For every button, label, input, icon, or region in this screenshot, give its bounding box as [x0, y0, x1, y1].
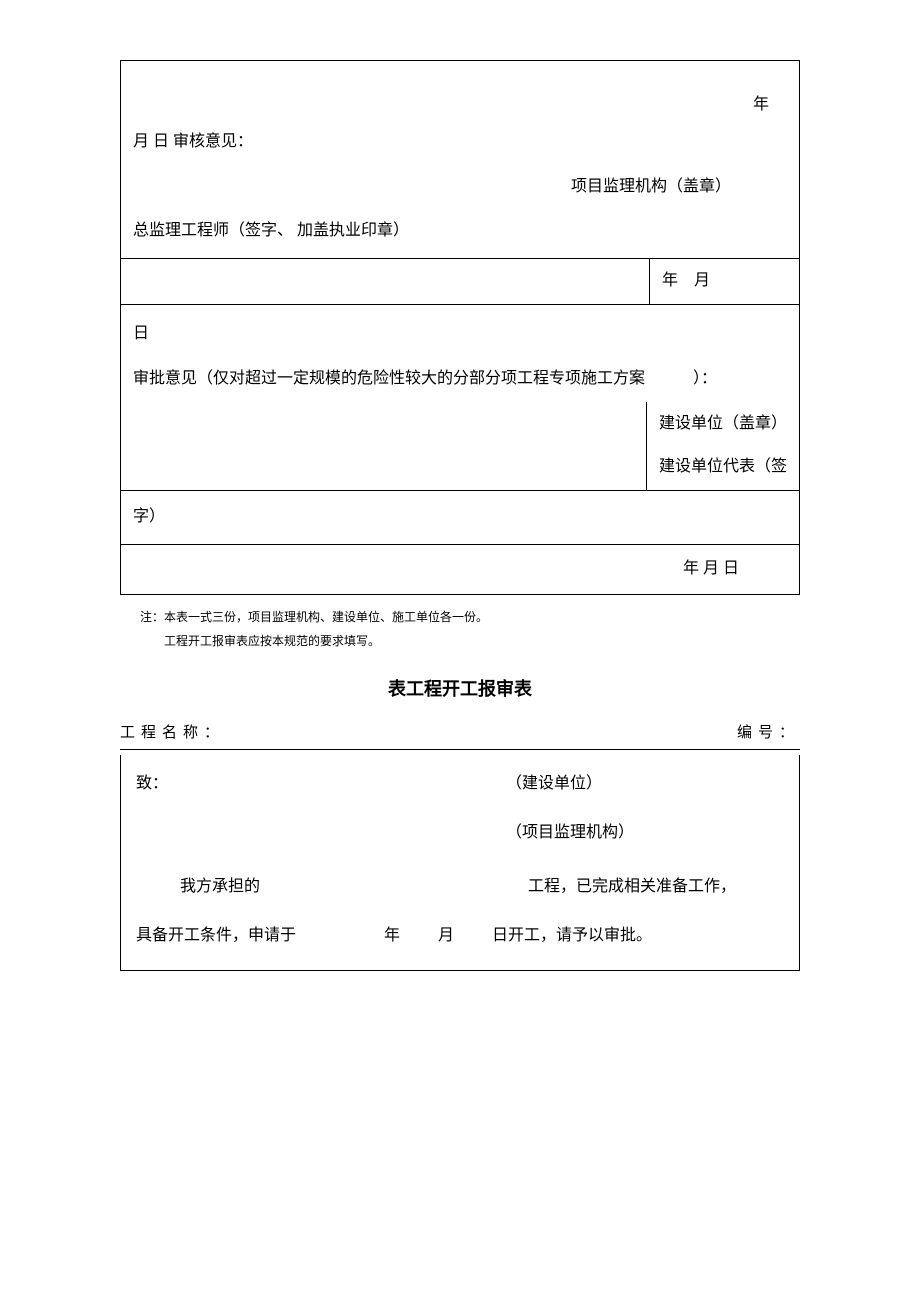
supervision-label: （项目监理机构） [506, 824, 634, 841]
year-label: 年 [753, 96, 769, 113]
undertake-line: 我方承担的 工程，已完成相关准备工作， [136, 873, 784, 902]
project-name-label: 工程名称： [120, 720, 225, 747]
empty-left [121, 259, 649, 304]
form-header: 工程名称： 编号： [120, 720, 800, 750]
month-day-review: 月 日 审核意见： [121, 120, 799, 165]
day-text: 日 [133, 325, 149, 342]
to-line: 致： （建设单位） [136, 770, 784, 799]
approval-opinion-line: 审批意见（仅对超过一定规模的危险性较大的分部分项工程专项施工方案 ）： [121, 357, 799, 402]
project-complete-text: 工程，已完成相关准备工作， [528, 878, 736, 895]
build-unit-row: 建设单位（盖章） 建设单位代表（签 [121, 402, 799, 491]
day-start-text: 日开工，请予以审批。 [492, 927, 652, 944]
undertake-text: 我方承担的 [180, 878, 260, 895]
supervision-line: （项目监理机构） [136, 819, 784, 848]
apply-line: 具备开工条件，申请于 年 月 日开工，请予以审批。 [136, 922, 784, 951]
review-opinion-section: 年 月 日 审核意见： 项目监理机构（盖章） 总监理工程师（签字、 加盖执业印章… [120, 60, 800, 259]
notes-section: 注：本表一式三份，项目监理机构、建设单位、施工单位各一份。 工程开工报审表应按本… [140, 605, 800, 653]
number-label: 编号： [737, 720, 800, 747]
signature-section: 字） [120, 491, 800, 545]
chief-engineer-line: 总监理工程师（签字、 加盖执业印章） [121, 209, 799, 258]
year-month-text: 年 月 [662, 272, 710, 289]
chief-engineer: 总监理工程师（签字、 加盖执业印章） [133, 222, 409, 239]
to-label: 致： [136, 770, 506, 799]
form-body: 致： （建设单位） （项目监理机构） 我方承担的 工程，已完成相关准备工作， 具… [120, 755, 800, 971]
build-unit-rep: 建设单位代表（签 [659, 453, 787, 482]
supervision-stamp: 项目监理机构（盖章） [571, 178, 731, 195]
build-unit-stamp-cell: 建设单位（盖章） 建设单位代表（签 [646, 402, 799, 491]
review-label: 月 日 审核意见： [133, 133, 253, 150]
year-month-cell: 年 月 [649, 259, 799, 304]
year-month-row: 年 月 [121, 259, 799, 305]
month-text: 月 [438, 927, 454, 944]
note-1: 注：本表一式三份，项目监理机构、建设单位、施工单位各一份。 [140, 605, 800, 629]
day-line: 日 [121, 305, 799, 357]
approval-section: 年 月 日 审批意见（仅对超过一定规模的危险性较大的分部分项工程专项施工方案 ）… [120, 259, 800, 491]
date-text: 年 月 日 [683, 560, 739, 577]
build-unit-label: （建设单位） [506, 770, 602, 799]
note-2: 工程开工报审表应按本规范的要求填写。 [164, 629, 800, 653]
condition-text: 具备开工条件，申请于 [136, 927, 296, 944]
build-unit-stamp: 建设单位（盖章） [659, 410, 787, 439]
date-section: 年 月 日 [120, 545, 800, 595]
empty-left-2 [121, 402, 646, 491]
form-title: 表工程开工报审表 [120, 673, 800, 705]
approval-opinion: 审批意见（仅对超过一定规模的危险性较大的分部分项工程专项施工方案 ）： [133, 370, 717, 387]
year-text: 年 [121, 61, 799, 120]
year-text-2: 年 [384, 927, 400, 944]
zi-text: 字） [133, 508, 165, 525]
supervision-stamp-line: 项目监理机构（盖章） [121, 165, 799, 210]
